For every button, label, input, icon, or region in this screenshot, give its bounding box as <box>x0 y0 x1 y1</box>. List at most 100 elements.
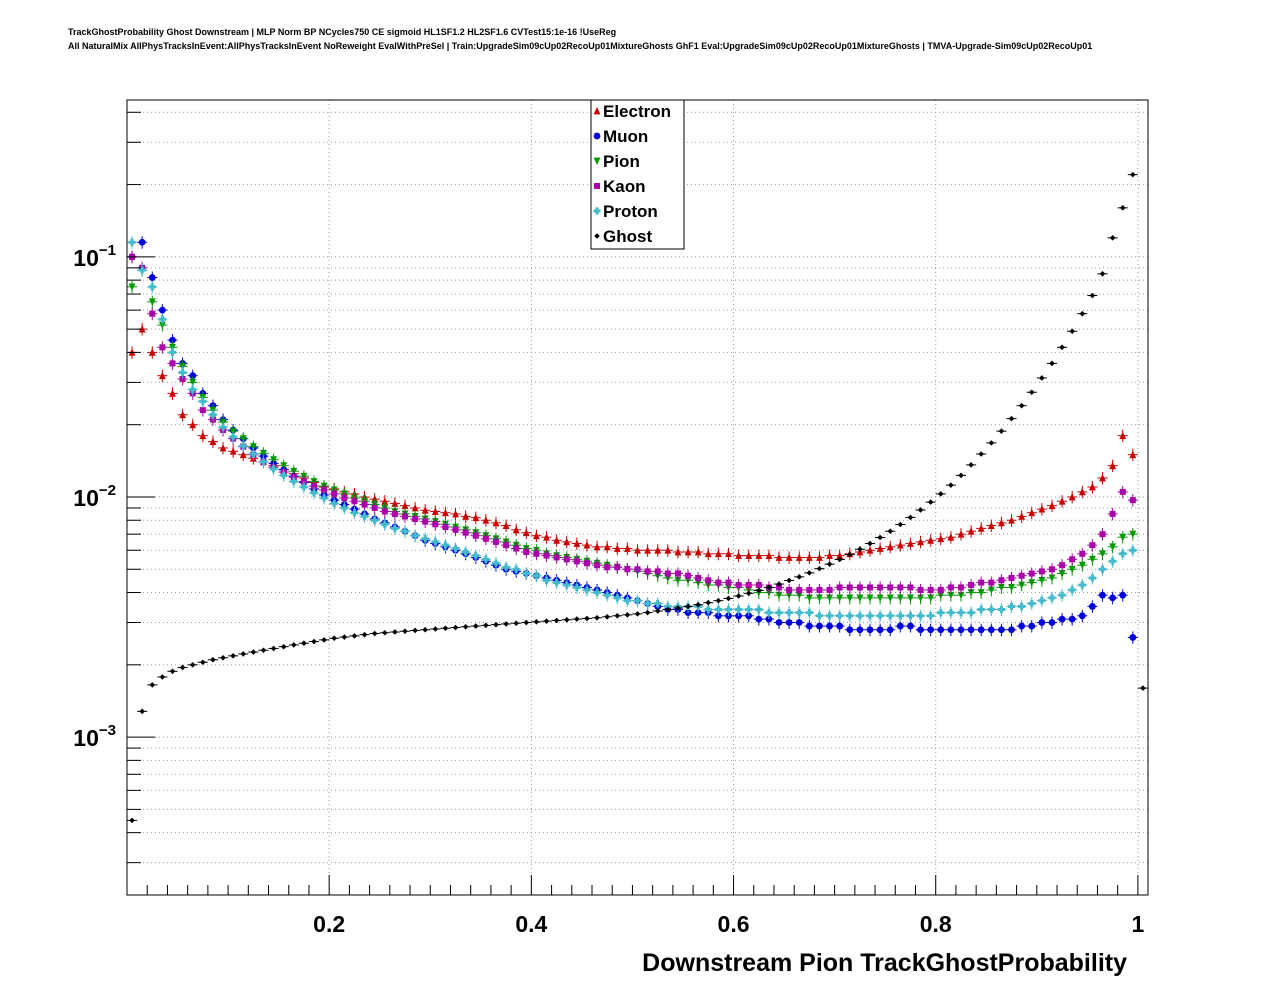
data-point <box>775 608 783 617</box>
data-point <box>149 310 156 317</box>
series-kaon <box>127 250 1138 597</box>
data-point <box>321 486 328 493</box>
data-point <box>1119 205 1126 211</box>
data-point <box>1028 622 1036 630</box>
data-point <box>290 477 298 486</box>
data-point <box>1078 561 1086 570</box>
data-point <box>452 509 459 518</box>
series-ghost <box>127 171 1148 824</box>
data-point <box>623 544 631 552</box>
data-point <box>987 626 995 634</box>
data-point <box>189 420 197 429</box>
data-point <box>1089 483 1096 491</box>
data-point <box>785 619 793 626</box>
data-point <box>1119 533 1127 542</box>
data-point <box>1099 473 1106 482</box>
data-point <box>816 594 823 602</box>
data-point <box>239 442 247 450</box>
data-point <box>978 451 985 457</box>
data-point <box>128 283 136 291</box>
data-point <box>1119 431 1127 440</box>
data-point <box>947 608 955 617</box>
data-point <box>806 586 813 593</box>
header-line-2: All NaturalMix AllPhysTracksInEvent:AllP… <box>68 41 1093 51</box>
data-point <box>796 574 803 580</box>
data-point <box>431 538 439 546</box>
data-point <box>189 662 196 668</box>
data-point <box>917 507 924 513</box>
data-point <box>1028 389 1035 396</box>
data-point <box>735 551 742 559</box>
data-point <box>876 594 884 602</box>
data-point <box>634 566 641 573</box>
data-point <box>584 615 590 622</box>
data-point <box>340 504 348 512</box>
data-point <box>805 622 813 630</box>
data-point <box>614 564 621 571</box>
data-point <box>270 645 277 652</box>
data-point <box>129 817 135 824</box>
data-point <box>886 626 894 634</box>
data-point <box>634 611 641 617</box>
data-point <box>988 440 995 446</box>
data-point <box>957 626 965 634</box>
data-point <box>472 551 480 560</box>
data-point <box>927 626 935 634</box>
data-point <box>644 599 652 608</box>
data-point <box>704 549 712 558</box>
data-point <box>169 336 176 344</box>
data-point <box>796 586 803 593</box>
data-point <box>977 524 985 532</box>
data-point <box>897 584 904 591</box>
data-point <box>1048 574 1056 582</box>
data-point <box>148 274 156 281</box>
data-point <box>1028 599 1036 608</box>
data-point <box>947 591 955 600</box>
data-point <box>1089 603 1096 610</box>
data-point <box>199 407 206 414</box>
legend-marker-pion <box>593 157 601 165</box>
data-point <box>178 368 187 377</box>
data-point <box>503 621 509 627</box>
data-point <box>593 542 601 551</box>
data-point <box>220 654 226 661</box>
data-point <box>492 518 500 527</box>
data-point <box>805 553 813 561</box>
data-point <box>1089 542 1096 549</box>
data-point <box>1109 235 1116 241</box>
data-point <box>350 509 359 517</box>
data-point <box>1068 492 1076 501</box>
data-point <box>766 584 772 591</box>
data-point <box>886 594 894 602</box>
header-line-1: TrackGhostProbability Ghost Downstream |… <box>68 27 617 37</box>
data-point <box>846 612 854 620</box>
data-point <box>230 653 236 659</box>
legend-box <box>590 99 685 250</box>
data-point <box>825 612 834 620</box>
data-point <box>988 579 995 586</box>
data-point <box>169 389 176 397</box>
data-point <box>866 546 874 554</box>
data-point <box>210 656 216 663</box>
data-point <box>1038 576 1046 585</box>
data-point <box>452 526 459 533</box>
data-point <box>1058 615 1066 623</box>
data-point <box>442 508 449 517</box>
data-point <box>896 622 904 630</box>
data-point <box>795 553 803 561</box>
data-point <box>917 626 924 634</box>
data-point <box>765 608 773 617</box>
data-point <box>1078 487 1086 496</box>
data-point <box>1098 565 1107 573</box>
data-point <box>876 544 884 552</box>
data-point <box>1008 415 1015 422</box>
data-point <box>765 551 773 559</box>
data-point <box>816 553 823 561</box>
data-point <box>138 238 146 246</box>
data-point <box>846 551 853 558</box>
data-point <box>1028 570 1035 577</box>
data-point <box>199 397 207 406</box>
data-point <box>330 499 338 508</box>
data-point <box>826 551 833 559</box>
data-point <box>948 482 954 488</box>
